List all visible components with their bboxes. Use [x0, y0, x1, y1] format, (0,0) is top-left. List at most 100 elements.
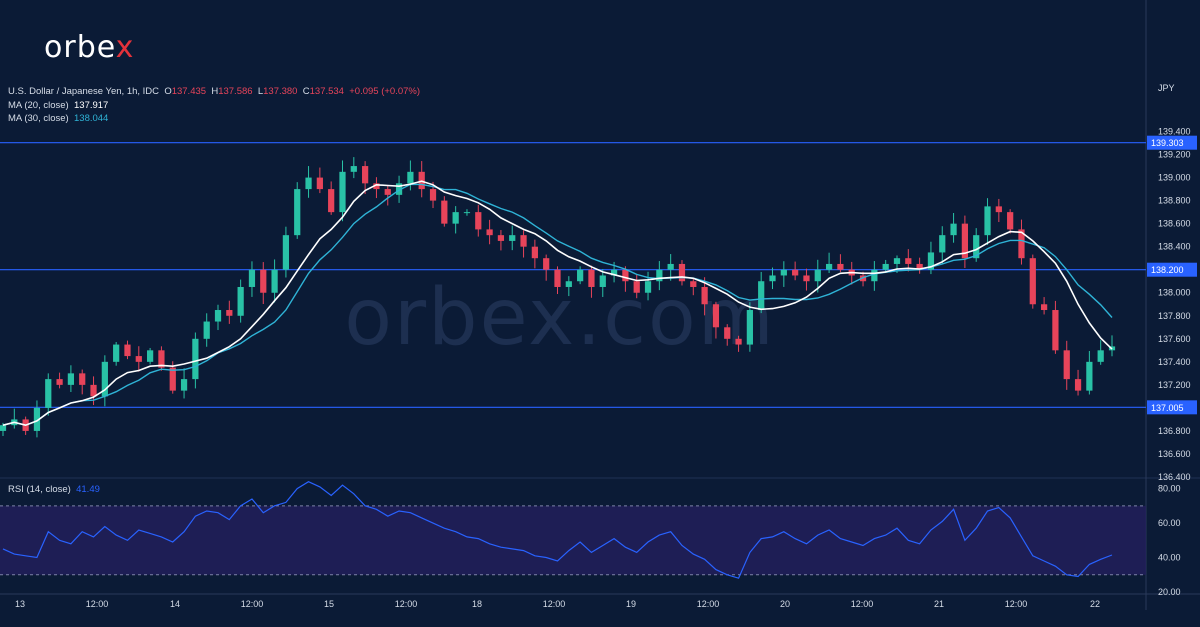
candle-body — [1097, 350, 1104, 362]
ma20-label: MA (20, close) — [8, 100, 69, 111]
candle-body — [588, 269, 595, 287]
candle-body — [373, 183, 380, 190]
candle-body — [961, 223, 968, 259]
candle-body — [769, 275, 776, 282]
ma30-legend[interactable]: MA (30, close) 138.044 — [8, 113, 108, 124]
candle-body — [803, 275, 810, 282]
price-tick-label: 136.800 — [1158, 426, 1191, 436]
candle-body — [395, 183, 403, 195]
candle-body — [520, 235, 527, 247]
candles — [0, 157, 1116, 438]
candle-body — [871, 269, 878, 282]
ma20-value: 137.917 — [74, 100, 109, 111]
price-tick-label: 139.400 — [1158, 127, 1191, 137]
ma20-line — [2, 180, 1113, 427]
candle-body — [192, 338, 199, 380]
candle-body — [746, 310, 753, 345]
level-price-tag — [1147, 400, 1197, 415]
candle-body — [927, 252, 935, 270]
candle-body — [463, 212, 471, 214]
candle-body — [1040, 304, 1048, 311]
candle-body — [656, 269, 663, 282]
candle-body — [667, 263, 674, 270]
candle-body — [56, 379, 63, 385]
candle-body — [814, 269, 821, 282]
candle-body — [644, 281, 652, 293]
candle-body — [622, 269, 629, 282]
candle-body — [554, 269, 561, 287]
candle-body — [1086, 361, 1093, 391]
level-price-label: 137.005 — [1151, 403, 1184, 413]
ma30-value: 138.044 — [74, 113, 109, 124]
level-price-label: 139.303 — [1151, 138, 1184, 148]
currency-label: JPY — [1158, 83, 1175, 93]
candle-body — [203, 321, 210, 339]
rsi-band — [0, 505, 1146, 575]
price-tick-label: 138.400 — [1158, 242, 1191, 252]
candle-body — [305, 177, 312, 190]
candle-body — [362, 166, 369, 184]
candle-body — [1029, 258, 1036, 305]
low-label: L — [257, 86, 264, 97]
candle-body — [429, 189, 437, 201]
level-price-label: 138.200 — [1151, 265, 1184, 275]
time-tick-label: 12:00 — [543, 599, 566, 609]
candle-body — [893, 258, 901, 264]
candle-body — [565, 281, 572, 287]
candle-body — [577, 269, 584, 282]
candle-body — [169, 367, 176, 391]
open-value: 137.435 — [171, 86, 207, 97]
candle-body — [633, 281, 640, 293]
rsi-tick-label: 40.00 — [1158, 553, 1181, 563]
price-tick-label: 137.800 — [1158, 311, 1191, 321]
level-price-tag — [1147, 262, 1197, 277]
candle-body — [712, 304, 720, 328]
candle-body — [45, 379, 52, 408]
price-tick-label: 138.600 — [1158, 219, 1191, 229]
price-tick-label: 137.400 — [1158, 357, 1191, 367]
candle-body — [350, 166, 357, 172]
time-tick-label: 20 — [780, 599, 790, 609]
candle-body — [271, 269, 278, 293]
candle-body — [690, 281, 697, 287]
candle-body — [67, 373, 75, 385]
candle-body — [497, 235, 505, 241]
candle-body — [339, 171, 346, 213]
candle-body — [792, 269, 799, 276]
time-tick-label: 18 — [472, 599, 482, 609]
candle-body — [1063, 350, 1070, 380]
candle-body — [452, 212, 459, 224]
change-value: +0.095 (+0.07%) — [349, 86, 421, 97]
rsi-line — [2, 481, 1113, 579]
candle-body — [294, 189, 301, 236]
candle-body — [882, 263, 889, 270]
time-tick-label: 21 — [934, 599, 944, 609]
time-tick-label: 12:00 — [395, 599, 418, 609]
candle-body — [1007, 212, 1014, 230]
candle-body — [384, 189, 391, 195]
candle-body — [916, 263, 923, 270]
candle-body — [79, 373, 86, 385]
ma20-legend[interactable]: MA (20, close) 137.917 — [8, 100, 108, 111]
candle-body — [147, 350, 154, 362]
candle-body — [905, 258, 912, 264]
candle-body — [973, 235, 980, 259]
price-tick-label: 139.200 — [1158, 150, 1191, 160]
candle-body — [282, 235, 290, 270]
candle-body — [678, 263, 686, 282]
time-tick-label: 12:00 — [851, 599, 874, 609]
rsi-legend[interactable]: RSI (14, close) 41.49 — [8, 484, 100, 495]
rsi-tick-label: 60.00 — [1158, 518, 1181, 528]
candle-body — [113, 344, 120, 362]
candle-body — [101, 361, 108, 397]
time-tick-label: 13 — [15, 599, 25, 609]
candle-body — [33, 407, 41, 431]
open-label: O — [164, 86, 172, 97]
rsi-tick-label: 80.00 — [1158, 484, 1181, 494]
candle-body — [407, 171, 414, 184]
candle-body — [316, 177, 323, 190]
time-tick-label: 22 — [1090, 599, 1100, 609]
price-header: U.S. Dollar / Japanese Yen, 1h, IDC O137… — [8, 86, 420, 97]
candle-body — [248, 269, 256, 287]
